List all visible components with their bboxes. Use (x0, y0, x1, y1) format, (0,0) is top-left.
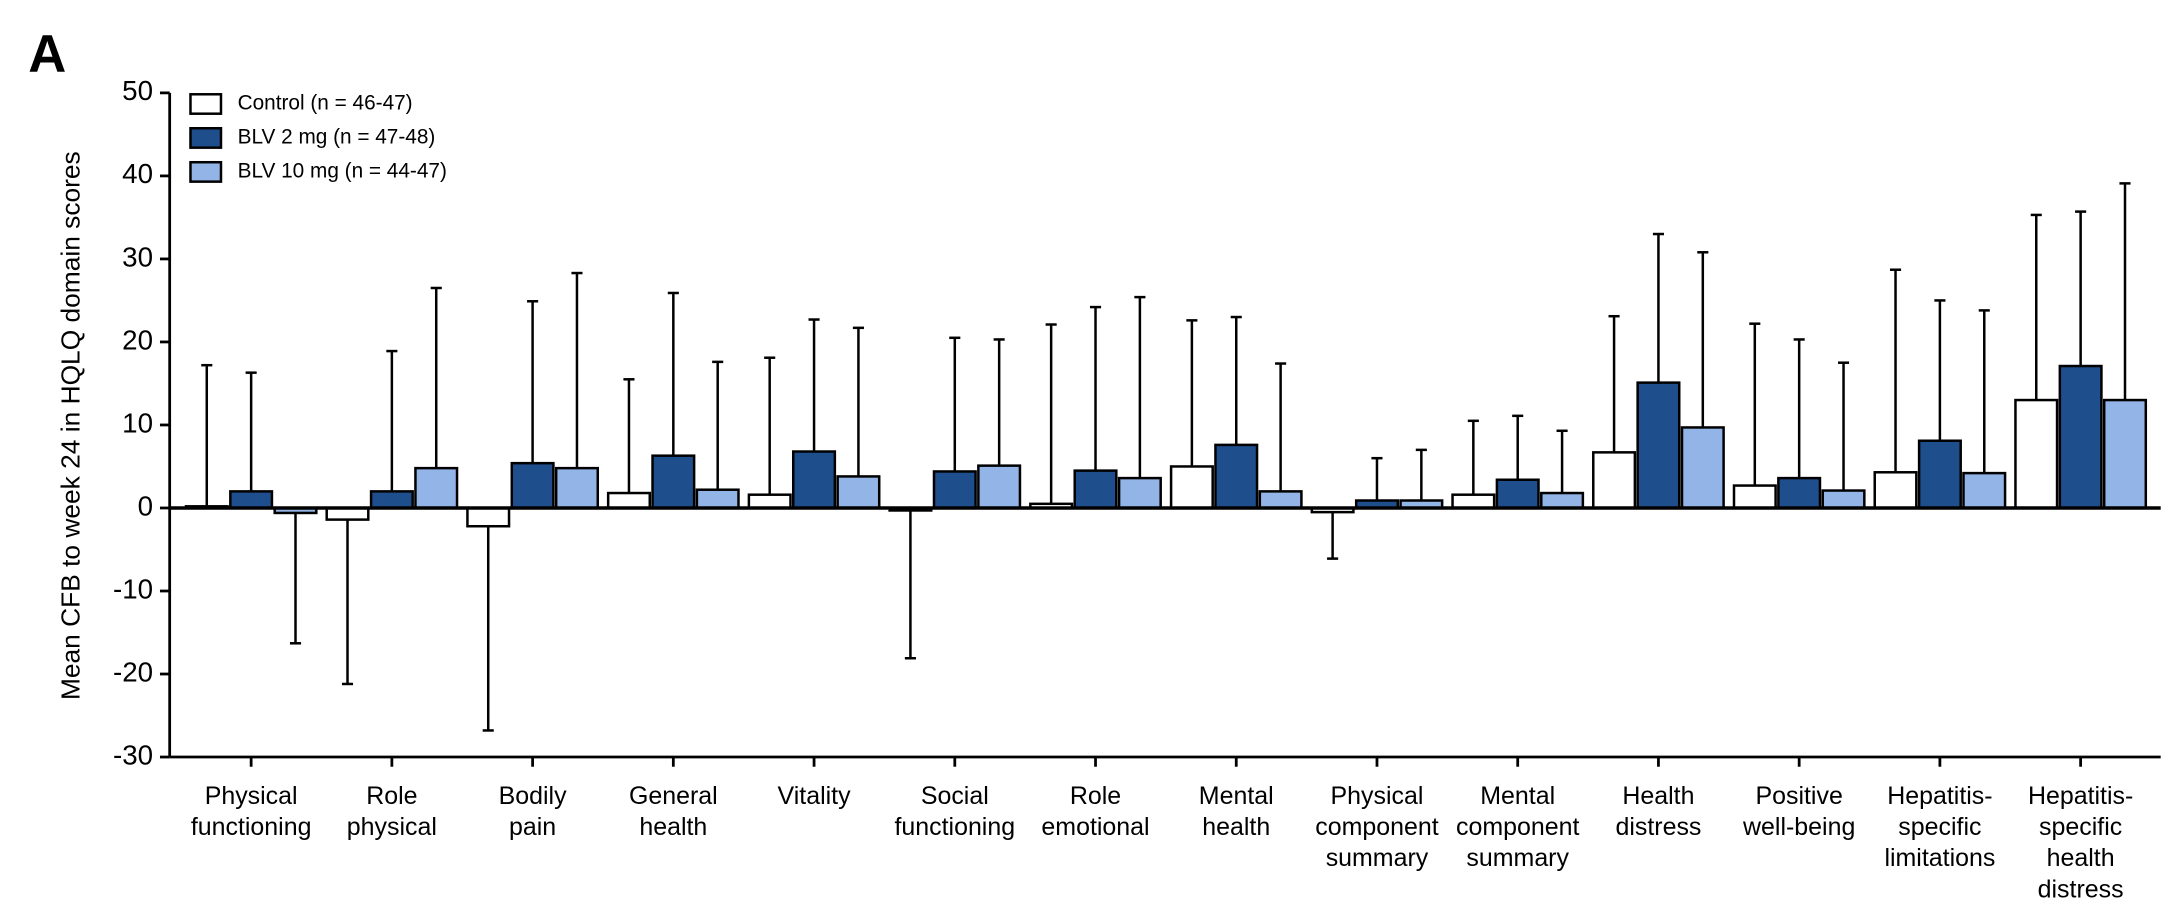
bar (977, 464, 1022, 510)
x-tick-label: Role (1070, 782, 1121, 810)
y-tick-label: -20 (113, 656, 153, 687)
bar (1777, 476, 1822, 510)
x-tick-label: pain (509, 813, 556, 841)
bar (325, 506, 370, 521)
legend-label: BLV 10 mg (n = 44-47) (238, 159, 447, 182)
bar (2102, 398, 2148, 510)
x-tick-label: Mental (1199, 782, 1274, 810)
x-tick-label: physical (347, 813, 437, 841)
x-tick-label: Physical (1331, 782, 1424, 810)
legend-label: Control (n = 46-47) (238, 91, 413, 114)
bar (651, 454, 696, 510)
x-tick-label: limitations (1884, 844, 1995, 872)
x-tick-label: Social (921, 782, 989, 810)
legend-swatch (189, 160, 223, 183)
bar (1917, 439, 1962, 510)
bar (1680, 426, 1725, 510)
x-tick-label: functioning (894, 813, 1015, 841)
bar (554, 466, 600, 510)
bar (1214, 443, 1259, 510)
bar (510, 461, 555, 510)
y-axis-label: Mean CFB to week 24 in HQLQ domain score… (56, 151, 86, 700)
x-tick-label: health (2047, 844, 2115, 872)
bar (1117, 476, 1162, 510)
bar (1732, 484, 1777, 510)
bar (695, 488, 740, 510)
x-tick-label: health (639, 813, 707, 841)
bar (836, 475, 881, 510)
x-tick-label: Hepatitis- (2028, 782, 2133, 810)
x-tick-label: distress (1615, 813, 1701, 841)
x-tick-label: component (1456, 813, 1579, 841)
bar (1592, 451, 1637, 510)
y-tick-label: -10 (113, 573, 153, 604)
y-tick-label: 40 (122, 158, 153, 189)
bar (1258, 490, 1303, 510)
x-tick-label: Mental (1480, 782, 1555, 810)
x-tick-label: Positive (1756, 782, 1843, 810)
panel-label: A (28, 25, 66, 84)
y-tick-label: 30 (122, 241, 153, 272)
y-tick-label: 50 (122, 75, 153, 106)
y-tick-label: 10 (122, 407, 153, 438)
bar (1821, 489, 1866, 510)
bar (747, 493, 792, 510)
bar (1451, 493, 1496, 510)
x-tick-label: Health (1622, 782, 1694, 810)
bar (1540, 491, 1585, 510)
bar (414, 466, 459, 510)
x-tick-label: Hepatitis- (1887, 782, 1992, 810)
x-tick-label: summary (1466, 844, 1569, 872)
y-tick-label: 20 (122, 324, 153, 355)
y-tick-label: -30 (113, 739, 153, 770)
bar (466, 506, 511, 528)
x-tick-label: General (629, 782, 718, 810)
legend-swatch (189, 93, 223, 115)
x-tick-label: functioning (191, 813, 312, 841)
bar (229, 490, 274, 510)
x-tick-label: summary (1326, 844, 1429, 872)
x-tick-label: specific (1898, 813, 1981, 841)
bar (1962, 471, 2007, 510)
legend-label: BLV 2 mg (n = 47-48) (238, 125, 436, 148)
bar (2058, 364, 2103, 510)
x-tick-label: component (1315, 813, 1438, 841)
x-tick-label: Role (366, 782, 417, 810)
x-tick-label: emotional (1041, 813, 1149, 841)
x-tick-label: health (1202, 813, 1270, 841)
bar (1636, 381, 1681, 510)
x-tick-label: well-being (1742, 813, 1855, 841)
bar (369, 490, 414, 510)
x-tick-label: distress (2038, 875, 2124, 903)
bar (792, 450, 837, 510)
bar (1873, 471, 1918, 510)
bar (2014, 398, 2059, 510)
bar (606, 491, 652, 510)
legend-swatch (189, 127, 223, 149)
y-tick-label: 0 (138, 490, 153, 521)
bar (1073, 469, 1118, 510)
x-tick-label: specific (2039, 813, 2122, 841)
bar (1495, 478, 1540, 510)
bar (1169, 465, 1214, 510)
x-tick-label: Physical (205, 782, 298, 810)
bar (932, 470, 977, 510)
x-tick-label: Vitality (778, 782, 852, 810)
x-tick-label: Bodily (499, 782, 567, 810)
